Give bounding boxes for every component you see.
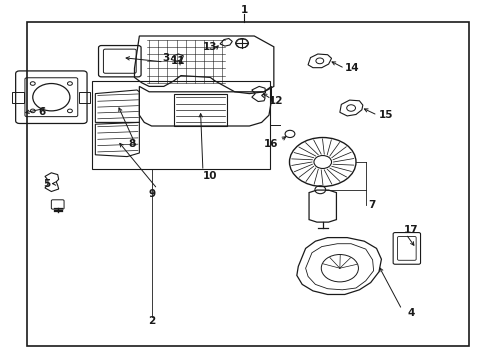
Text: 14: 14	[344, 63, 359, 73]
Circle shape	[235, 39, 248, 48]
Text: 11: 11	[171, 56, 185, 66]
Text: 7: 7	[367, 200, 375, 210]
Text: 8: 8	[128, 139, 135, 149]
Text: 9: 9	[148, 189, 155, 199]
Text: 4: 4	[406, 308, 414, 318]
Text: 2: 2	[148, 316, 155, 326]
Text: 15: 15	[378, 110, 393, 120]
Text: 3: 3	[163, 53, 169, 63]
Text: 6: 6	[38, 107, 45, 117]
Text: 17: 17	[403, 225, 417, 235]
Text: 1: 1	[241, 5, 247, 15]
Bar	[92, 81, 270, 169]
Text: 5: 5	[43, 179, 50, 189]
Text: 13: 13	[203, 42, 217, 52]
Text: 12: 12	[268, 96, 283, 106]
Text: 10: 10	[203, 171, 217, 181]
Text: 16: 16	[264, 139, 278, 149]
